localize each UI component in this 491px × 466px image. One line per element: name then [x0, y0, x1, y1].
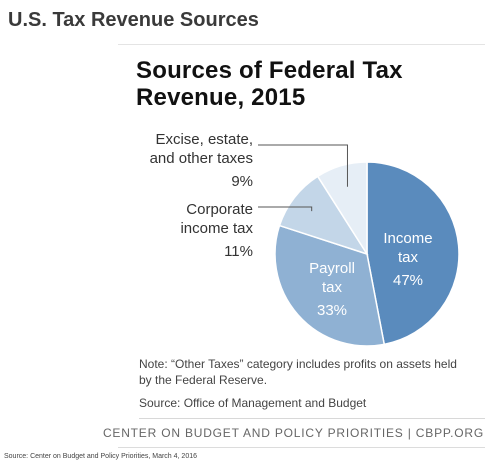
- label-income: Income tax 47%: [372, 229, 444, 290]
- label-income-line-2: tax: [397, 249, 418, 266]
- chart-title-line-2: Revenue, 2015: [136, 84, 306, 111]
- chart-source: Source: Office of Management and Budget: [139, 396, 367, 410]
- footer-divider: [139, 418, 485, 419]
- label-excise-line-2: and other taxes: [149, 150, 253, 167]
- label-corporate-line-2: income tax: [180, 220, 253, 237]
- label-income-line-1: Income: [383, 230, 433, 247]
- leader-line-excise: [258, 144, 348, 187]
- label-excise-percent: 9%: [231, 173, 253, 190]
- chart-title: Sources of Federal Tax Revenue, 2015: [136, 57, 403, 111]
- footer-organization: CENTER ON BUDGET AND POLICY PRIORITIES |…: [102, 426, 484, 440]
- label-payroll: Payroll tax 33%: [296, 259, 368, 320]
- label-corporate: Corporate income tax 11%: [103, 200, 253, 261]
- label-corporate-percent: 11%: [224, 243, 253, 260]
- label-payroll-line-2: tax: [321, 279, 342, 296]
- slide-title: U.S. Tax Revenue Sources: [8, 9, 259, 31]
- label-payroll-percent: 33%: [316, 302, 348, 319]
- pie-slice-payroll: [274, 224, 386, 347]
- label-excise-line-1: Excise, estate,: [155, 131, 253, 148]
- slide-source: Source: Center on Budget and Policy Prio…: [4, 453, 197, 460]
- label-corporate-line-1: Corporate: [186, 201, 253, 218]
- pie-slice-excise-other: [316, 161, 368, 257]
- pie-slice-income: [366, 161, 460, 346]
- label-income-percent: 47%: [392, 272, 424, 289]
- chart-card: [118, 44, 485, 448]
- label-excise-other: Excise, estate, and other taxes 9%: [103, 130, 253, 191]
- leader-line-corporate: [258, 206, 313, 212]
- label-payroll-line-1: Payroll: [309, 260, 355, 277]
- chart-note: Note: “Other Taxes” category includes pr…: [139, 357, 457, 387]
- chart-title-line-1: Sources of Federal Tax: [136, 57, 403, 84]
